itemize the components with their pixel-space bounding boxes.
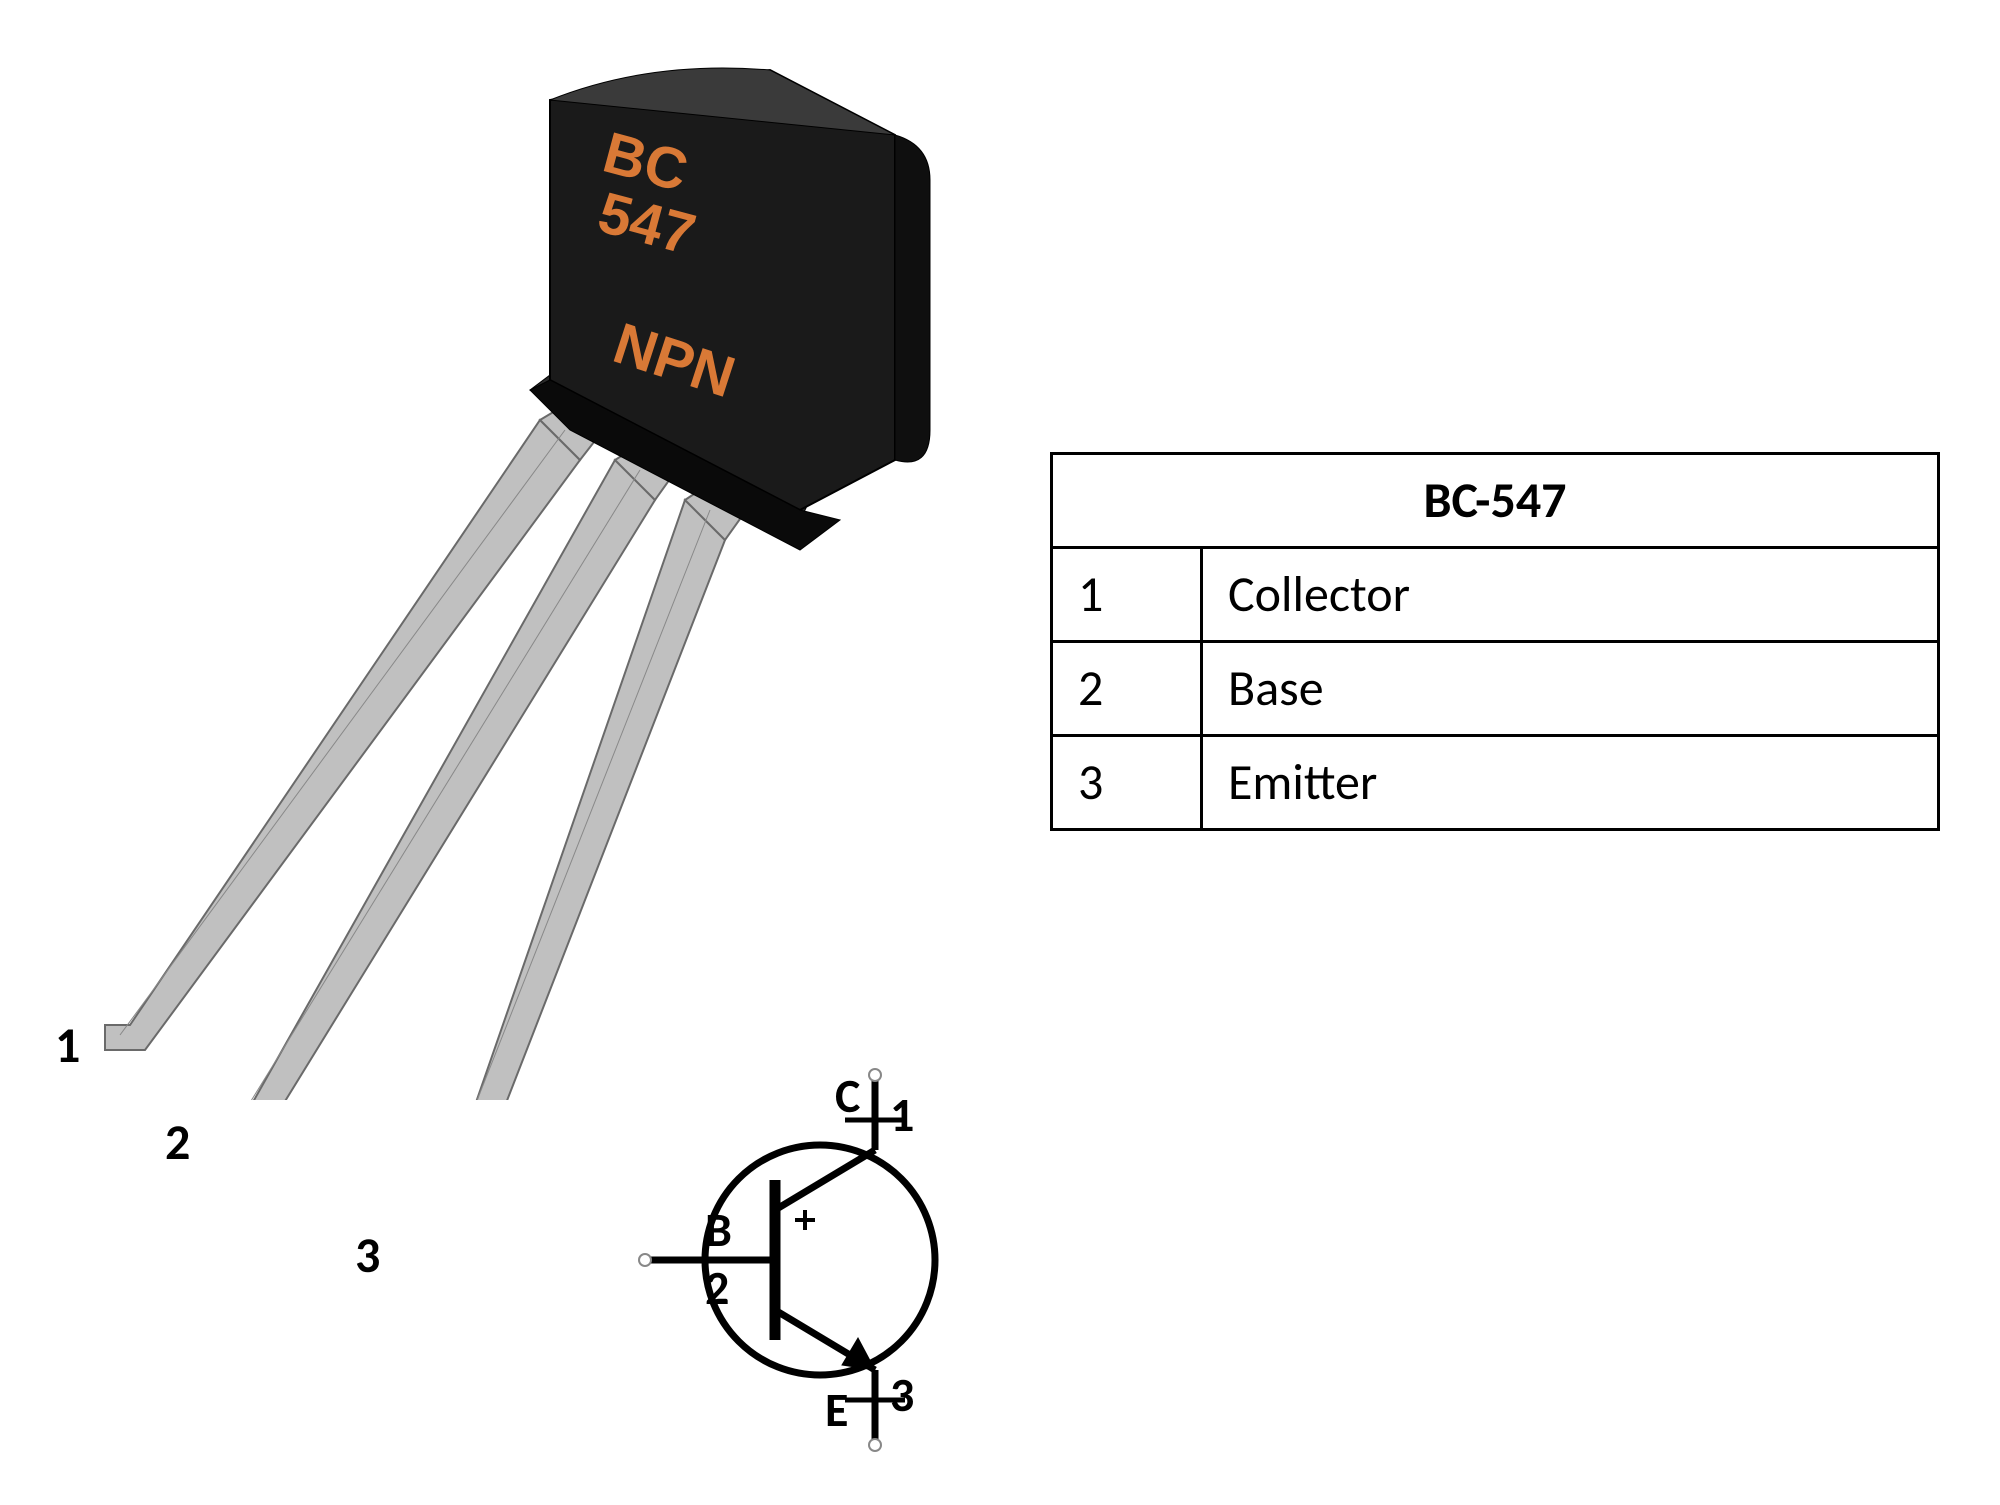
pin-num-cell: 3 xyxy=(1052,736,1202,830)
pin-name-cell: Base xyxy=(1202,642,1939,736)
schematic-e-num: 3 xyxy=(890,1365,914,1424)
schematic-b-label: B xyxy=(705,1200,732,1259)
schematic-symbol: C 1 B 2 E 3 xyxy=(620,1060,1000,1460)
schematic-c-label: C xyxy=(835,1066,860,1125)
schematic-b-num: 2 xyxy=(705,1258,729,1317)
pin-num-cell: 1 xyxy=(1052,548,1202,642)
pin-label-1: 1 xyxy=(55,1015,80,1076)
table-row: 3 Emitter xyxy=(1052,736,1939,830)
pin-name-cell: Collector xyxy=(1202,548,1939,642)
table-row: 2 Base xyxy=(1052,642,1939,736)
schematic-e-label: E xyxy=(825,1380,848,1439)
transistor-3d-view: BC 547 NPN xyxy=(50,50,1100,1100)
schematic-collector-line xyxy=(775,1150,875,1210)
schematic-base-terminal xyxy=(639,1254,651,1266)
schematic-svg xyxy=(620,1060,1000,1460)
pin-name-cell: Emitter xyxy=(1202,736,1939,830)
table-header: BC-547 xyxy=(1052,454,1939,548)
table-row: 1 Collector xyxy=(1052,548,1939,642)
pinout-table: BC-547 1 Collector 2 Base 3 Emitter xyxy=(1050,452,1940,831)
schematic-emitter-terminal xyxy=(869,1439,881,1451)
schematic-collector-terminal xyxy=(869,1069,881,1081)
pin-num-cell: 2 xyxy=(1052,642,1202,736)
pin-label-3: 3 xyxy=(355,1225,380,1286)
pin-label-2: 2 xyxy=(165,1112,190,1173)
transistor-svg: BC 547 NPN xyxy=(50,50,1100,1100)
schematic-c-num: 1 xyxy=(890,1085,914,1144)
transistor-body: BC 547 NPN xyxy=(530,68,930,550)
